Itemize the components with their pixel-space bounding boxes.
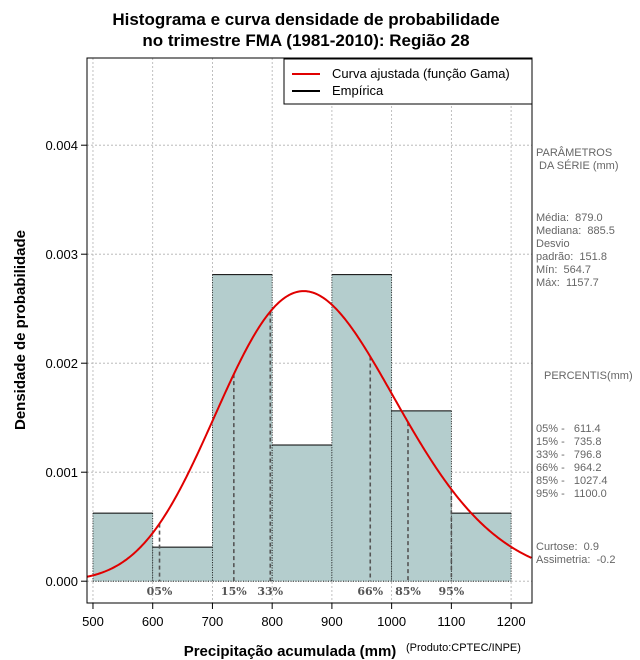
- percentile-label: 85%: [395, 585, 421, 598]
- histogram-bar: [212, 274, 273, 582]
- legend-box: [283, 58, 533, 105]
- percentiles-title: PERCENTIS(mm): [544, 370, 633, 382]
- y-tick-label: 0.000: [45, 574, 78, 589]
- x-tick-label: 500: [82, 614, 104, 629]
- x-tick-label: 800: [261, 614, 283, 629]
- series-parameters-panel: PARÂMETROS DA SÉRIE (mm) Média: 879.0 Me…: [536, 121, 619, 303]
- fitted-gamma-curve: [86, 290, 532, 578]
- x-tick-label: 1100: [437, 614, 465, 629]
- axes: 500 600 700 800 900 1000 1100 1200 0.000 0.001 0.0…: [45, 138, 525, 629]
- percentile-label: 15%: [221, 585, 247, 598]
- percentile-label: 66%: [357, 585, 383, 598]
- percentile-label: 05%: [147, 585, 173, 598]
- y-tick-label: 0.003: [45, 247, 78, 262]
- percentiles-values: 05% - 611.4 15% - 735.8 33% - 796.8 66% …: [536, 423, 608, 500]
- x-tick-label: 1000: [377, 614, 406, 629]
- percentiles-panel: PERCENTIS(mm) 05% - 611.4 15% - 735.8 33…: [536, 344, 633, 580]
- legend-label-fitted: Curva ajustada (função Gama): [332, 66, 510, 81]
- y-axis-label: Densidade de probabilidade: [12, 230, 29, 430]
- histogram-bar: [272, 444, 332, 582]
- percentile-label: 33%: [257, 585, 283, 598]
- x-tick-label: 700: [202, 614, 224, 629]
- y-tick-label: 0.002: [45, 356, 78, 371]
- legend: Curva ajustada (função Gama) Empírica: [283, 58, 533, 105]
- histogram-bar: [391, 410, 452, 582]
- shape-statistics: Curtose: 0.9 Assimetria: -0.2: [536, 541, 616, 566]
- series-parameters-values: Média: 879.0 Mediana: 885.5 Desvio padrã…: [536, 212, 615, 289]
- percentile-lines: 05% 15% 33% 66% 85% 95%: [147, 311, 465, 598]
- legend-label-empirical: Empírica: [332, 83, 384, 98]
- credit-text: (Produto:CPTEC/INPE): [406, 642, 521, 654]
- histogram-bar: [152, 547, 213, 582]
- percentile-label: 95%: [438, 585, 464, 598]
- chart-title-line-1: Histograma e curva densidade de probabil…: [112, 10, 499, 29]
- x-axis-label: Precipitação acumulada (mm): [184, 643, 397, 660]
- y-tick-label: 0.004: [45, 138, 78, 153]
- series-parameters-title: PARÂMETROS DA SÉRIE (mm): [536, 147, 619, 172]
- fitted-curve-layer: [86, 290, 532, 578]
- y-tick-label: 0.001: [45, 465, 78, 480]
- x-tick-label: 600: [142, 614, 164, 629]
- histogram-bar: [92, 513, 153, 582]
- x-tick-label: 900: [321, 614, 343, 629]
- x-tick-label: 1200: [497, 614, 526, 629]
- chart-title-line-2: no trimestre FMA (1981-2010): Região 28: [142, 31, 469, 50]
- histogram-bars: [92, 274, 512, 582]
- histogram-bar: [331, 274, 392, 582]
